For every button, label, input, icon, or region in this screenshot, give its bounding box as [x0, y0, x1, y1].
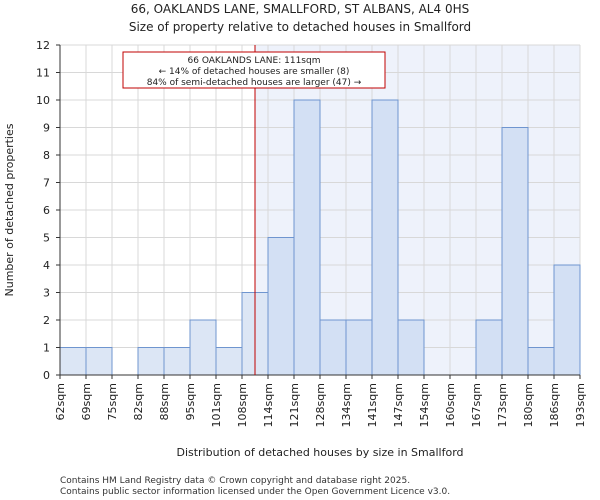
annotation-box — [122, 51, 386, 89]
histogram-bar — [137, 347, 165, 376]
x-tick-label: 193sqm — [574, 383, 587, 427]
histogram-bar — [553, 264, 581, 376]
annotation-line-3: 84% of semi-detached houses are larger (… — [147, 78, 362, 88]
annotation-line-1: 66 OAKLANDS LANE: 111sqm — [188, 56, 321, 66]
chart-subtitle: Size of property relative to detached ho… — [129, 20, 471, 34]
x-tick-label: 69sqm — [80, 383, 93, 420]
y-tick-label: 7 — [43, 177, 50, 190]
y-tick-label: 10 — [36, 94, 50, 107]
x-tick-label: 173sqm — [496, 383, 509, 427]
x-tick-label: 82sqm — [132, 383, 145, 420]
y-tick-label: 8 — [43, 149, 50, 162]
histogram-bar — [189, 319, 217, 376]
x-tick-label: 160sqm — [444, 383, 457, 427]
x-tick-label: 154sqm — [418, 383, 431, 427]
y-tick-label: 3 — [43, 287, 50, 300]
y-tick-label: 11 — [36, 67, 50, 80]
y-tick-label: 9 — [43, 122, 50, 135]
x-tick-label: 114sqm — [262, 383, 275, 427]
x-tick-label: 180sqm — [522, 383, 535, 427]
x-tick-label: 62sqm — [54, 383, 67, 420]
y-tick-label: 5 — [43, 232, 50, 245]
y-tick-label: 4 — [43, 259, 50, 272]
histogram-bar — [501, 127, 529, 376]
histogram-bar — [475, 319, 503, 376]
histogram-bar — [527, 347, 555, 376]
x-tick-label: 88sqm — [158, 383, 171, 420]
x-tick-label: 141sqm — [366, 383, 379, 427]
histogram-bar — [371, 99, 399, 376]
x-tick-label: 147sqm — [392, 383, 405, 427]
x-tick-label: 101sqm — [210, 383, 223, 427]
histogram-bar — [267, 237, 295, 376]
y-tick-label: 0 — [43, 369, 50, 382]
y-tick-label: 6 — [43, 204, 50, 217]
y-tick-label: 12 — [36, 39, 50, 52]
histogram-bar — [397, 319, 425, 376]
x-tick-label: 121sqm — [288, 383, 301, 427]
y-tick-label: 2 — [43, 314, 50, 327]
x-tick-label: 95sqm — [184, 383, 197, 420]
histogram-bar — [215, 347, 243, 376]
y-tick-label: 1 — [43, 342, 50, 355]
y-axis-label: Number of detached properties — [3, 123, 16, 296]
x-tick-label: 167sqm — [470, 383, 483, 427]
histogram-bar — [85, 347, 113, 376]
x-tick-label: 108sqm — [236, 383, 249, 427]
x-tick-label: 186sqm — [548, 383, 561, 427]
histogram-bar — [345, 319, 373, 376]
histogram-bar — [59, 347, 87, 376]
footer-line-1: Contains HM Land Registry data © Crown c… — [60, 476, 410, 486]
chart-title: 66, OAKLANDS LANE, SMALLFORD, ST ALBANS,… — [131, 2, 469, 16]
annotation-line-2: ← 14% of detached houses are smaller (8) — [159, 67, 350, 77]
histogram-bar — [293, 99, 321, 376]
x-axis-label: Distribution of detached houses by size … — [176, 446, 463, 459]
x-tick-label: 134sqm — [340, 383, 353, 427]
x-tick-label: 128sqm — [314, 383, 327, 427]
histogram-bar — [319, 319, 347, 376]
footer-line-2: Contains public sector information licen… — [60, 487, 450, 497]
histogram-bar — [163, 347, 191, 376]
x-tick-label: 75sqm — [106, 383, 119, 420]
